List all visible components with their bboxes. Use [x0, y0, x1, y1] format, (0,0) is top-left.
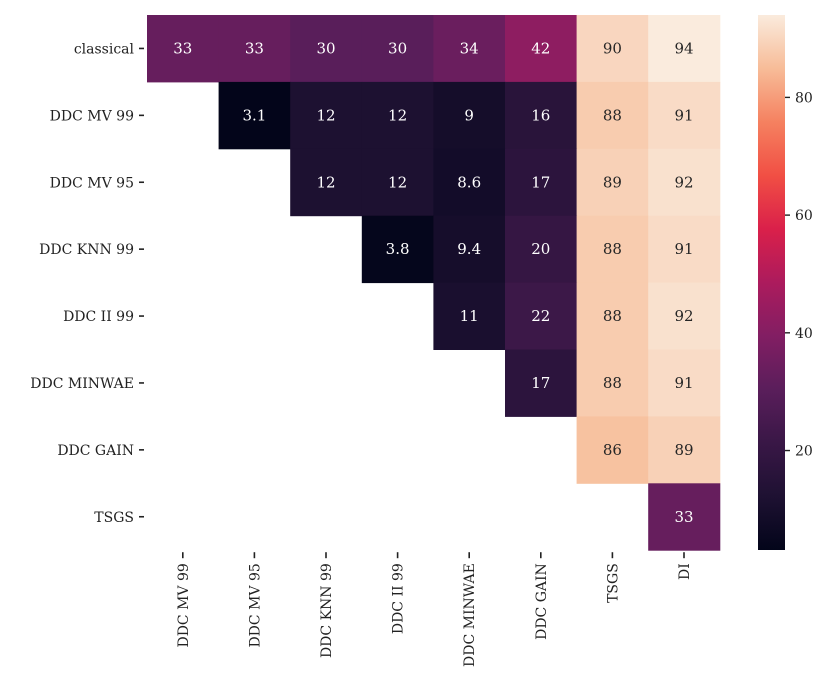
heatmap-cell [648, 81, 721, 150]
cell-value-label: 89 [674, 441, 693, 459]
cell-value-label: 12 [388, 106, 407, 124]
colorbar-tick-label: 40 [795, 326, 813, 342]
x-tick-label: DDC KNN 99 [319, 563, 335, 658]
cell-value-label: 86 [603, 441, 622, 459]
heatmap-cell [361, 81, 434, 150]
heatmap-cell [648, 416, 721, 484]
y-tick-label: classical [74, 41, 135, 57]
cell-value-label: 3.1 [242, 106, 266, 124]
cell-value-label: 94 [674, 39, 693, 57]
heatmap-cell [290, 148, 363, 217]
x-tick-label: DDC MV 99 [176, 563, 192, 647]
heatmap-cells: 33 33 30 30 34 42 90 94 3.1 12 12 9 16 88 91 12 12 8.6 17 8… [147, 15, 721, 551]
heatmap-cell [648, 349, 721, 417]
heatmap-cell [648, 483, 721, 551]
cell-value-label: 90 [603, 39, 622, 57]
x-tick-label: DDC MV 95 [247, 563, 263, 647]
cell-value-label: 30 [316, 39, 335, 57]
y-tick-label: DDC MV 99 [50, 108, 134, 124]
cell-value-label: 33 [173, 39, 192, 57]
heatmap-cell [290, 81, 363, 150]
colorbar-tick-label: 20 [795, 444, 813, 460]
colorbar-tick-label: 60 [795, 208, 813, 224]
heatmap-cell [648, 148, 721, 217]
cell-value-label: 9 [464, 106, 474, 124]
y-tick-label: DDC II 99 [63, 309, 134, 325]
heatmap-cell [361, 215, 434, 284]
cell-value-label: 12 [388, 173, 407, 191]
heatmap-cell [576, 349, 649, 417]
x-tick-label: TSGS [605, 563, 621, 603]
cell-value-label: 33 [674, 508, 693, 526]
x-tick-label: DDC II 99 [391, 563, 407, 634]
cell-value-label: 33 [245, 39, 264, 57]
heatmap-cell [433, 148, 506, 217]
cell-value-label: 92 [674, 307, 693, 325]
heatmap-cell [433, 81, 506, 150]
cell-value-label: 42 [531, 39, 550, 57]
cell-value-label: 12 [316, 173, 335, 191]
x-tick-label: DDC MINWAE [462, 563, 478, 667]
cell-value-label: 88 [603, 307, 622, 325]
heatmap-cell [433, 15, 506, 83]
cell-value-label: 91 [674, 240, 693, 258]
heatmap-cell [218, 81, 291, 150]
colorbar-tick-label: 80 [795, 90, 813, 106]
heatmap-cell [505, 282, 578, 350]
colorbar: 20 40 60 80 [758, 15, 813, 550]
cell-value-label: 91 [674, 374, 693, 392]
cell-value-label: 17 [531, 173, 550, 191]
y-tick-label: TSGS [94, 510, 134, 526]
x-axis: DDC MV 99 DDC MV 95 DDC KNN 99 DDC II 99 DDC… [176, 552, 693, 667]
y-axis: classical DDC MV 99 DDC MV 95 DDC KNN 99 DDC… [30, 41, 144, 526]
cell-value-label: 12 [316, 106, 335, 124]
heatmap-cell [648, 215, 721, 284]
heatmap-cell [505, 215, 578, 284]
heatmap-cell [576, 15, 649, 83]
cell-value-label: 34 [460, 39, 479, 57]
heatmap-cell [218, 15, 291, 83]
heatmap-cell [576, 215, 649, 284]
heatmap-cell [576, 416, 649, 484]
cell-value-label: 22 [531, 307, 550, 325]
heatmap-cell [576, 282, 649, 350]
heatmap-cell [648, 15, 721, 83]
cell-value-label: 30 [388, 39, 407, 57]
heatmap-cell [433, 282, 506, 350]
heatmap-cell [576, 148, 649, 217]
heatmap-cell [290, 15, 363, 83]
heatmap-cell [505, 148, 578, 217]
y-tick-label: DDC GAIN [57, 443, 134, 459]
heatmap-cell [361, 15, 434, 83]
heatmap-cell [361, 148, 434, 217]
cell-value-label: 88 [603, 374, 622, 392]
cell-value-label: 89 [603, 173, 622, 191]
cell-value-label: 8.6 [457, 173, 481, 191]
y-tick-label: DDC MV 95 [50, 175, 134, 191]
x-tick-label: DDC GAIN [534, 563, 550, 640]
y-tick-label: DDC MINWAE [30, 376, 134, 392]
y-tick-label: DDC KNN 99 [39, 242, 134, 258]
cell-value-label: 91 [674, 106, 693, 124]
cell-value-label: 9.4 [457, 240, 481, 258]
cell-value-label: 88 [603, 240, 622, 258]
heatmap-cell [648, 282, 721, 350]
heatmap-cell [576, 81, 649, 150]
cell-value-label: 20 [531, 240, 550, 258]
cell-value-label: 17 [531, 374, 550, 392]
cell-value-label: 16 [531, 106, 550, 124]
colorbar-gradient [758, 15, 785, 550]
heatmap-cell [505, 349, 578, 417]
cell-value-label: 88 [603, 106, 622, 124]
cell-value-label: 92 [674, 173, 693, 191]
x-tick-label: DI [677, 563, 693, 580]
cell-value-label: 3.8 [386, 240, 410, 258]
heatmap-cell [433, 215, 506, 284]
heatmap-cell [147, 15, 220, 83]
heatmap-cell [505, 15, 578, 83]
heatmap-cell [505, 81, 578, 150]
cell-value-label: 11 [460, 307, 479, 325]
